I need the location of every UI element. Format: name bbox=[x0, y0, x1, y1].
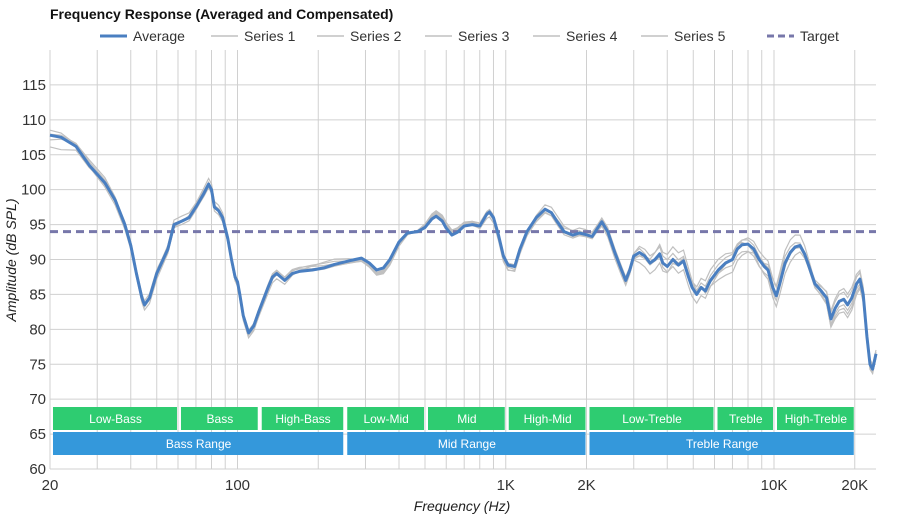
x-tick-label: 1K bbox=[497, 477, 515, 494]
x-axis-label: Frequency (Hz) bbox=[414, 498, 510, 514]
y-tick-label: 65 bbox=[29, 426, 46, 443]
y-tick-label: 60 bbox=[29, 461, 46, 478]
band-treble bbox=[717, 407, 774, 430]
y-axis-ticks: 60 65 70 75 80 85 90 95 100 105 110 115 bbox=[21, 77, 46, 478]
band-label: Bass bbox=[207, 412, 234, 426]
x-tick-label: 2K bbox=[577, 477, 595, 494]
y-tick-label: 105 bbox=[21, 147, 46, 164]
x-tick-label: 20 bbox=[42, 477, 59, 494]
x-axis-ticks: 20 100 1K 2K 10K 20K bbox=[42, 477, 868, 494]
band-treble-range bbox=[589, 432, 854, 455]
series-line-3 bbox=[49, 146, 877, 376]
legend-label: Series 4 bbox=[566, 28, 618, 44]
band-label: High-Mid bbox=[524, 412, 572, 426]
y-tick-label: 95 bbox=[29, 217, 46, 234]
legend-label: Average bbox=[133, 28, 185, 44]
y-tick-label: 70 bbox=[29, 391, 46, 408]
band-label: Low-Bass bbox=[89, 412, 142, 426]
legend-item-target: Target bbox=[767, 28, 839, 44]
band-bass bbox=[180, 407, 258, 430]
legend-item-series-3: Series 3 bbox=[425, 28, 510, 44]
chart-title: Frequency Response (Averaged and Compens… bbox=[50, 6, 393, 22]
legend: Average Series 1 Series 2 Series 3 Series 4 S… bbox=[100, 28, 839, 44]
legend-label: Series 3 bbox=[458, 28, 510, 44]
band-label: Low-Treble bbox=[622, 412, 682, 426]
average-line bbox=[49, 133, 878, 371]
band-low-treble bbox=[589, 407, 714, 430]
x-tick-label: 10K bbox=[761, 477, 788, 494]
series-lines bbox=[49, 129, 877, 376]
y-tick-label: 90 bbox=[29, 252, 46, 269]
legend-label: Series 2 bbox=[350, 28, 402, 44]
legend-label: Series 5 bbox=[674, 28, 726, 44]
legend-item-series-4: Series 4 bbox=[533, 28, 618, 44]
series-line-1 bbox=[49, 133, 877, 375]
legend-item-series-2: Series 2 bbox=[317, 28, 402, 44]
band-label: Treble bbox=[729, 412, 763, 426]
y-tick-label: 75 bbox=[29, 356, 46, 373]
band-high-bass bbox=[261, 407, 344, 430]
grid bbox=[49, 50, 876, 470]
band-low-mid bbox=[347, 407, 425, 430]
band-high-mid bbox=[508, 407, 586, 430]
band-label: High-Bass bbox=[275, 412, 330, 426]
legend-item-series-1: Series 1 bbox=[211, 28, 296, 44]
y-axis-label: Amplitude (dB SPL) bbox=[3, 199, 19, 323]
legend-item-series-5: Series 5 bbox=[641, 28, 726, 44]
legend-label: Target bbox=[800, 28, 839, 44]
legend-label: Series 1 bbox=[244, 28, 296, 44]
band-bass-range bbox=[53, 432, 344, 455]
x-tick-label: 100 bbox=[225, 477, 250, 494]
band-mid-range bbox=[347, 432, 586, 455]
band-label: Bass Range bbox=[166, 437, 232, 451]
average-line-group bbox=[49, 133, 878, 371]
band-low-bass bbox=[53, 407, 177, 430]
y-tick-label: 110 bbox=[22, 112, 46, 129]
frequency-bands: Low-Bass Bass High-Bass Low-Mid Mid High-Mid L… bbox=[53, 407, 854, 455]
y-tick-label: 115 bbox=[22, 77, 46, 94]
y-tick-label: 80 bbox=[29, 321, 46, 338]
y-tick-label: 100 bbox=[21, 182, 46, 199]
band-label: Mid bbox=[457, 412, 476, 426]
band-label: Mid Range bbox=[438, 437, 496, 451]
band-label: High-Treble bbox=[785, 412, 848, 426]
legend-item-average: Average bbox=[100, 28, 185, 44]
band-label: Treble Range bbox=[686, 437, 759, 451]
x-tick-label: 20K bbox=[841, 477, 868, 494]
band-label: Low-Mid bbox=[363, 412, 408, 426]
y-tick-label: 85 bbox=[29, 286, 46, 303]
band-mid bbox=[428, 407, 505, 430]
band-high-treble bbox=[777, 407, 854, 430]
